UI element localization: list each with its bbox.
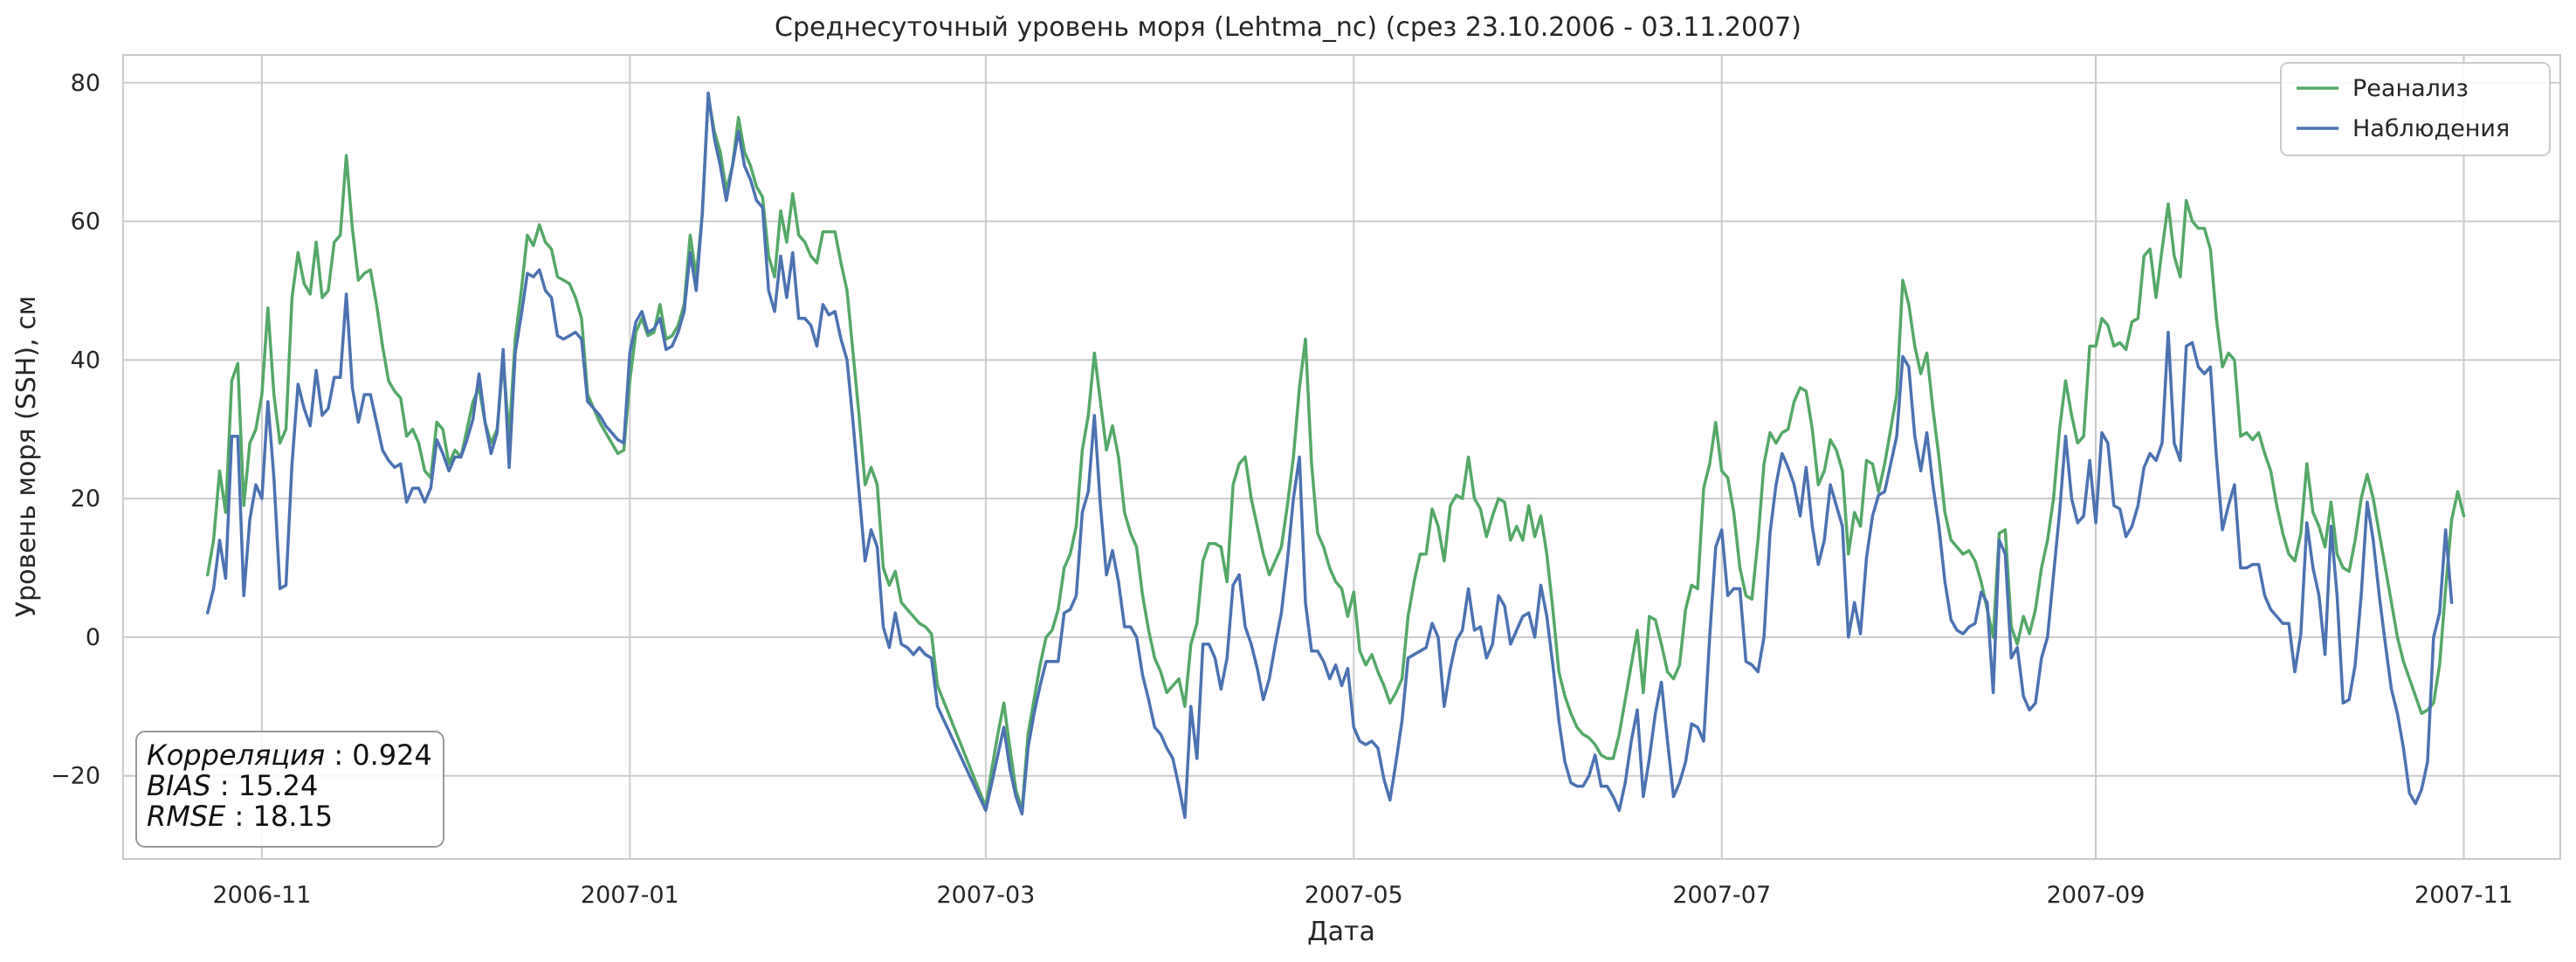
stats-bias-sep: :: [211, 769, 238, 802]
stats-correlation-key: Корреляция: [147, 739, 325, 772]
legend-box: [2280, 62, 2551, 156]
stats-rmse: RMSE : 18.15: [147, 800, 333, 833]
x-tick-label: 2007-09: [2047, 882, 2146, 909]
grid-lines: [123, 55, 2560, 859]
legend-label-observations: Наблюдения: [2352, 115, 2510, 142]
y-tick-label: 80: [71, 70, 100, 97]
stats-bias: BIAS : 15.24: [147, 769, 318, 802]
stats-correlation: Корреляция : 0.924: [147, 739, 432, 772]
x-tick-label: 2007-05: [1305, 882, 1403, 909]
stats-correlation-sep: :: [325, 739, 352, 772]
stats-box: Корреляция : 0.924 BIAS : 15.24 RMSE : 1…: [135, 731, 444, 848]
stats-bias-key: BIAS: [147, 769, 211, 802]
y-axis-label: Уровень моря (SSH), см: [11, 296, 42, 618]
y-tick-label: −20: [51, 763, 100, 790]
chart-title: Среднесуточный уровень моря (Lehtma_nc) …: [775, 12, 1801, 43]
stats-rmse-value: 18.15: [253, 800, 334, 833]
series-lines: [205, 91, 2466, 820]
series-line-reanalysis: [205, 94, 2466, 813]
stats-rmse-key: RMSE: [147, 800, 226, 833]
x-tick-label: 2007-11: [2414, 882, 2513, 909]
x-tick-label: 2007-07: [1672, 882, 1771, 909]
legend-label-reanalysis: Реанализ: [2352, 75, 2469, 102]
stats-rmse-sep: :: [225, 800, 252, 833]
legend: Реанализ Наблюдения: [2280, 62, 2551, 156]
stats-box-frame: [135, 731, 444, 848]
series-line-observations: [205, 91, 2454, 820]
y-tick-label: 20: [71, 485, 100, 512]
stats-bias-value: 15.24: [238, 769, 319, 802]
x-tick-labels: 2006-11 2007-01 2007-03 2007-05 2007-07 2007-…: [212, 882, 2512, 909]
y-tick-label: 60: [71, 209, 100, 236]
x-axis-label: Дата: [1307, 917, 1375, 947]
stats-correlation-value: 0.924: [352, 739, 432, 772]
y-tick-labels: −20 0 20 40 60 80: [51, 70, 100, 790]
x-tick-label: 2007-01: [581, 882, 679, 909]
y-tick-label: 0: [86, 624, 100, 651]
y-tick-label: 40: [71, 347, 100, 374]
x-tick-label: 2006-11: [212, 882, 311, 909]
plot-frame: [122, 54, 2561, 860]
x-tick-label: 2007-03: [936, 882, 1035, 909]
